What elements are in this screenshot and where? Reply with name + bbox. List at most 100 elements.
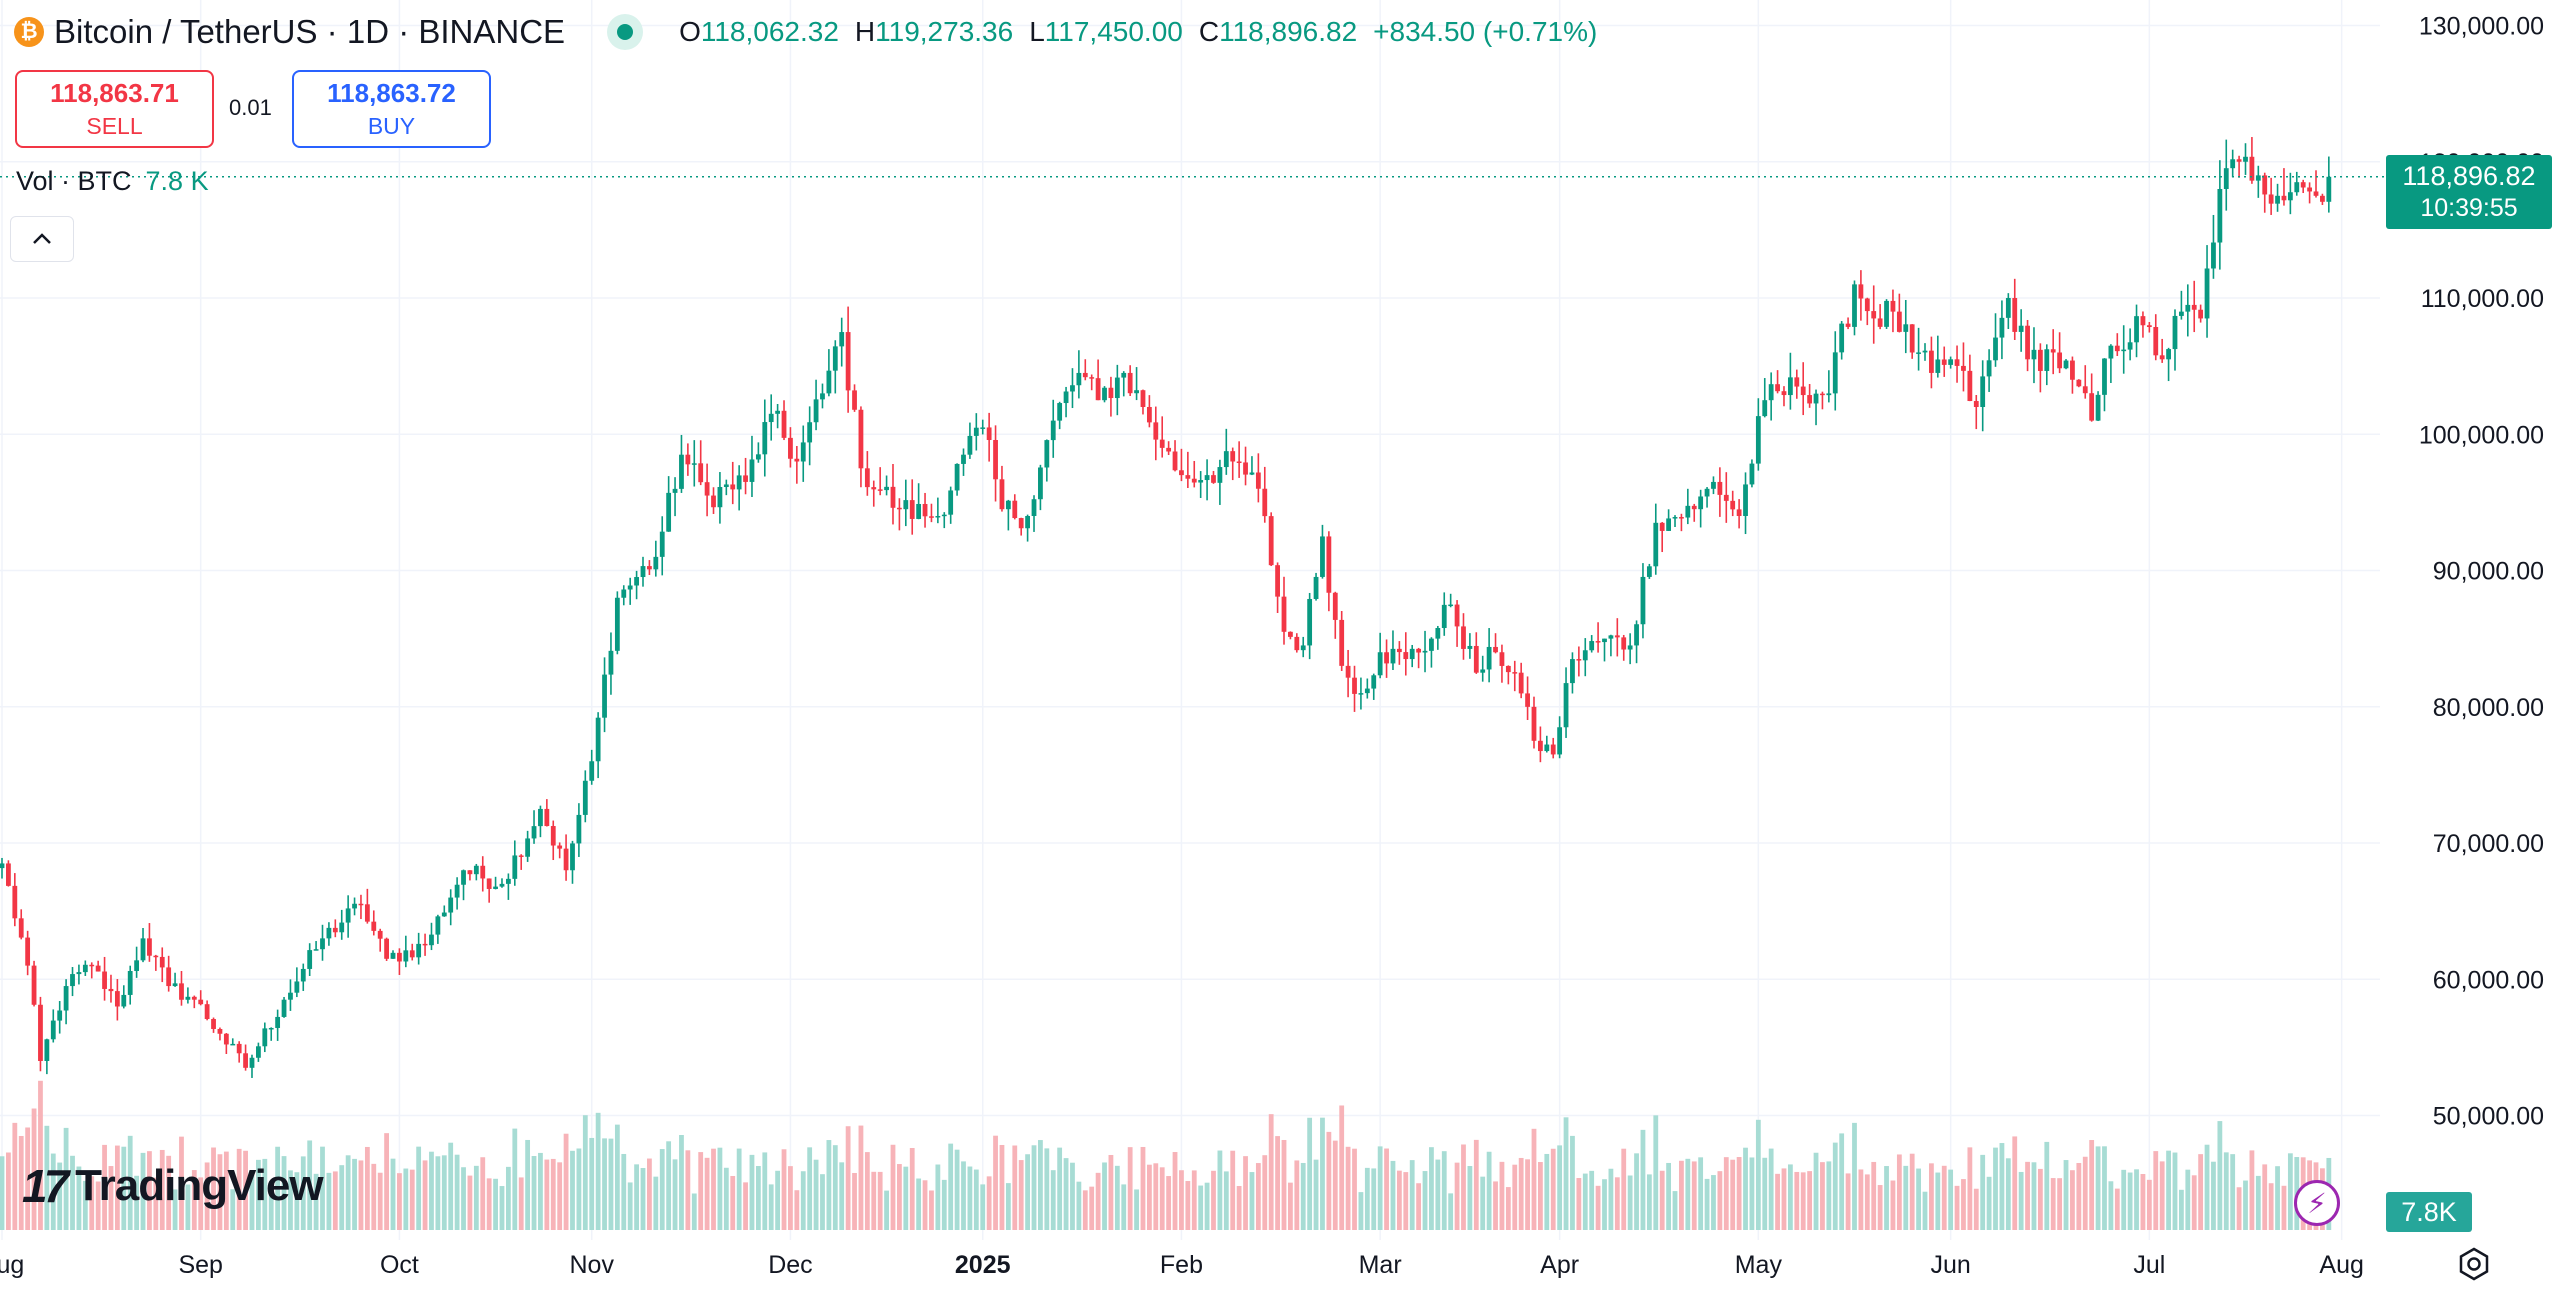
- candle-body: [1134, 390, 1139, 394]
- volume-bar: [595, 1112, 601, 1230]
- candle-body: [1685, 505, 1691, 518]
- candle-body: [1768, 384, 1774, 401]
- volume-bar: [986, 1176, 992, 1230]
- candle-body: [2057, 352, 2063, 369]
- candle-body: [454, 884, 460, 898]
- volume-bar: [172, 1189, 178, 1230]
- volume-bar: [480, 1157, 486, 1230]
- candle-body: [1621, 637, 1627, 650]
- candle-body: [44, 1039, 50, 1061]
- buy-button[interactable]: 118,863.72 BUY: [292, 70, 491, 148]
- candle-body: [1749, 463, 1755, 485]
- candle-body: [954, 463, 960, 491]
- buy-price: 118,863.72: [327, 78, 456, 108]
- candle-body: [1794, 377, 1800, 387]
- candle-body: [1743, 484, 1748, 516]
- candle-body: [2031, 349, 2037, 360]
- volume-bar: [807, 1147, 813, 1230]
- candle-body: [50, 1020, 56, 1040]
- volume-bar: [1050, 1170, 1056, 1230]
- sell-label: SELL: [86, 113, 143, 139]
- candle-body: [25, 937, 31, 966]
- candle-body: [1396, 648, 1402, 653]
- gear-icon[interactable]: [2456, 1246, 2492, 1282]
- volume-bar: [2063, 1160, 2069, 1230]
- candle-body: [1448, 604, 1454, 607]
- volume-bar: [1249, 1172, 1255, 1230]
- volume-bar: [6, 1152, 11, 1230]
- volume-bar: [1730, 1159, 1736, 1230]
- sell-price: 118,863.71: [50, 78, 179, 108]
- volume-bar: [576, 1148, 582, 1230]
- symbol-title[interactable]: Bitcoin / TetherUS · 1D · BINANCE: [54, 13, 566, 50]
- candle-body: [76, 972, 82, 975]
- candle-body: [2262, 175, 2268, 195]
- volume-bar: [294, 1172, 300, 1230]
- volume-legend[interactable]: Vol · BTC 7.8 K: [16, 166, 209, 197]
- candle-body: [948, 490, 954, 515]
- x-tick-label: Dec: [768, 1251, 812, 1279]
- volume-bar: [1800, 1172, 1806, 1230]
- volume-bar: [1653, 1115, 1659, 1230]
- open-value: 118,062.32: [700, 16, 839, 47]
- candle-body: [2108, 345, 2114, 359]
- candle-body: [941, 514, 947, 517]
- volume-bar: [1954, 1185, 1960, 1230]
- volume-bar: [1300, 1162, 1306, 1230]
- candle-body: [2102, 358, 2107, 395]
- volume-bar: [1377, 1146, 1383, 1230]
- volume-bar: [961, 1161, 966, 1230]
- candle-body: [1275, 565, 1280, 597]
- volume-bar: [2114, 1188, 2120, 1230]
- volume-bar: [1159, 1167, 1165, 1230]
- volume-bar: [1820, 1162, 1825, 1230]
- candle-body: [813, 399, 819, 423]
- volume-bar: [1153, 1163, 1159, 1230]
- candle-body: [685, 454, 691, 465]
- volume-bar: [134, 1175, 140, 1230]
- volume-bar: [1595, 1185, 1601, 1230]
- volume-bar: [1525, 1159, 1530, 1230]
- volume-bar: [1384, 1148, 1389, 1230]
- candle-body: [31, 965, 37, 1005]
- lightning-icon[interactable]: ⚡: [2294, 1180, 2340, 1226]
- candle-body: [550, 826, 556, 846]
- candle-body: [1999, 317, 2005, 338]
- sell-button[interactable]: 118,863.71 SELL: [15, 70, 214, 148]
- volume-bar: [1666, 1162, 1671, 1230]
- collapse-button[interactable]: [10, 216, 74, 262]
- volume-bar: [300, 1156, 306, 1230]
- volume-bar: [1198, 1185, 1204, 1230]
- candle-body: [294, 981, 300, 993]
- candle-body: [666, 492, 672, 532]
- volume-bar: [717, 1147, 723, 1230]
- x-tick-label: Aug: [0, 1251, 24, 1279]
- candle-body: [153, 955, 159, 958]
- volume-bar: [1614, 1177, 1620, 1230]
- volume-bar: [1621, 1148, 1627, 1230]
- volume-bar: [153, 1177, 159, 1230]
- volume-bar: [1749, 1157, 1755, 1230]
- candle-body: [1518, 672, 1524, 694]
- volume-bar: [204, 1162, 210, 1230]
- volume-bar: [191, 1170, 197, 1230]
- volume-bar: [679, 1134, 684, 1230]
- candle-body: [1108, 387, 1114, 399]
- market-status-icon[interactable]: [607, 14, 644, 50]
- volume-bar: [922, 1180, 928, 1230]
- candle-body: [1781, 391, 1787, 396]
- volume-bar: [1813, 1152, 1819, 1230]
- volume-bar: [2204, 1144, 2210, 1230]
- volume-bar: [108, 1166, 114, 1230]
- candle-body: [614, 597, 620, 651]
- candle-body: [890, 486, 896, 508]
- candle-body: [877, 489, 883, 491]
- volume-bar: [2159, 1161, 2165, 1230]
- candle-body: [1832, 352, 1838, 394]
- volume-bar: [1454, 1162, 1460, 1230]
- tradingview-logo[interactable]: 17 TradingView: [22, 1158, 324, 1214]
- candle-body: [2095, 394, 2101, 421]
- volume-bar: [1691, 1161, 1697, 1230]
- volume-bar: [1480, 1176, 1486, 1230]
